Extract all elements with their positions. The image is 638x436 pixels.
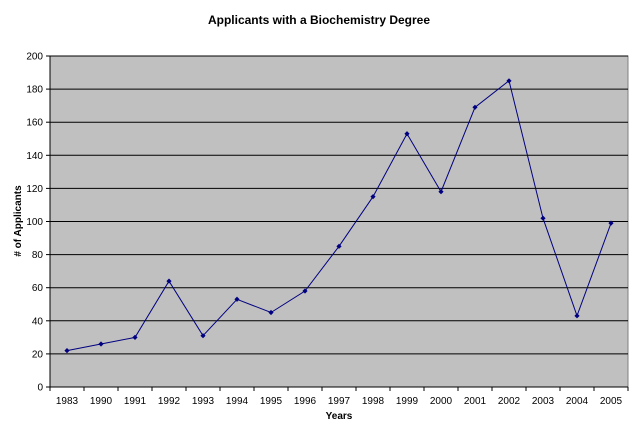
data-point (302, 288, 308, 294)
y-tick-label: 80 (32, 250, 44, 261)
x-tick-labels: 1983 1990 1991 1992 1993 1994 1995 1996 1997 1998… (56, 396, 623, 407)
data-point (540, 215, 546, 221)
y-tick-label: 180 (26, 85, 43, 96)
data-point (438, 189, 444, 195)
x-tick-label: 1994 (226, 396, 249, 407)
data-point (64, 347, 70, 354)
data-point (336, 243, 342, 249)
x-tick-label: 2002 (498, 396, 521, 407)
y-axis-title: # of Applicants (13, 185, 24, 257)
x-tick-label: 1983 (56, 396, 79, 407)
x-tick-label: 1999 (396, 396, 419, 407)
data-point (200, 333, 206, 339)
y-tick-label: 140 (26, 151, 43, 162)
data-point (608, 220, 614, 226)
y-tick-label: 120 (26, 184, 43, 195)
x-tick-label: 1997 (328, 396, 351, 407)
data-point (370, 194, 376, 200)
x-tick-label: 1991 (124, 396, 147, 407)
x-tick-label: 2005 (600, 396, 623, 407)
x-tick-label: 2000 (430, 396, 453, 407)
y-tick-label: 160 (26, 118, 43, 129)
y-tick-label: 40 (32, 316, 44, 327)
data-point (98, 341, 104, 347)
x-axis-title: Years (326, 411, 353, 422)
data-point (472, 104, 478, 110)
data-point (404, 131, 410, 137)
x-tick-label: 2004 (566, 396, 589, 407)
y-tick-label: 200 (26, 52, 43, 63)
chart-title: Applicants with a Biochemistry Degree (208, 13, 430, 27)
x-tick-label: 1990 (90, 396, 113, 407)
data-markers (64, 78, 614, 354)
data-point (234, 296, 240, 302)
y-tick-label: 20 (32, 349, 44, 360)
data-point (166, 278, 172, 284)
gridlines (46, 55, 628, 388)
x-tick-label: 1995 (260, 396, 283, 407)
data-point (574, 313, 580, 319)
data-point (268, 309, 274, 316)
y-tick-labels: 0 20 40 60 80 100 120 140 160 180 200 (26, 52, 43, 394)
x-tick-label: 2001 (464, 396, 487, 407)
x-tick-label: 1996 (294, 396, 317, 407)
data-point (132, 334, 138, 340)
y-tick-label: 60 (32, 283, 44, 294)
x-tick-label: 1992 (158, 396, 181, 407)
y-tick-label: 0 (37, 383, 43, 394)
data-point (506, 78, 512, 84)
y-tick-label: 100 (26, 217, 43, 228)
x-tick-label: 1998 (362, 396, 385, 407)
x-tick-label: 1993 (192, 396, 215, 407)
x-tick-label: 2003 (532, 396, 555, 407)
x-tick-marks (49, 387, 629, 391)
